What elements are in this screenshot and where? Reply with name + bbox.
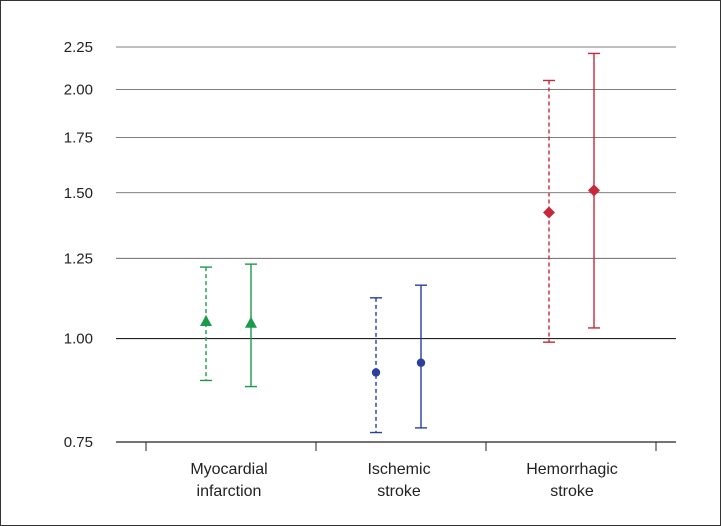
category-label: stroke <box>377 483 421 500</box>
error-bar-group <box>370 297 382 434</box>
category-label: Hemorrhagic <box>526 461 618 478</box>
y-tick-label: 2.25 <box>64 39 93 56</box>
point-marker-circle <box>371 368 381 377</box>
y-tick-label: 2.00 <box>64 81 93 98</box>
point-marker-triangle <box>200 315 212 327</box>
point-marker-circle <box>416 358 426 367</box>
category-label: infarction <box>197 483 262 500</box>
error-bar-group <box>200 266 212 382</box>
error-bar-group <box>588 52 600 329</box>
category-label: stroke <box>550 483 594 500</box>
point-marker-diamond <box>588 184 600 197</box>
error-bar-group <box>543 79 555 343</box>
y-tick-label: 1.25 <box>64 250 93 267</box>
point-marker-triangle <box>245 316 257 328</box>
point-marker-diamond <box>543 206 555 219</box>
category-label: Myocardial <box>190 461 267 478</box>
x-axis: Myocardial infarction Ischemic stroke Hemorr… <box>145 442 657 500</box>
y-tick-label: 1.50 <box>64 185 93 202</box>
y-tick-label: 0.75 <box>64 434 93 451</box>
data-marks <box>200 52 600 434</box>
category-label: Ischemic <box>367 461 430 478</box>
y-tick-label: 1.75 <box>64 129 93 146</box>
error-bar-group <box>245 263 257 388</box>
error-bar-group <box>415 284 427 429</box>
y-tick-label: 1.00 <box>64 331 93 348</box>
y-axis-ticks: 0.75 1.00 1.25 1.50 1.75 2.00 2.25 <box>64 39 93 451</box>
gridlines <box>116 46 676 443</box>
